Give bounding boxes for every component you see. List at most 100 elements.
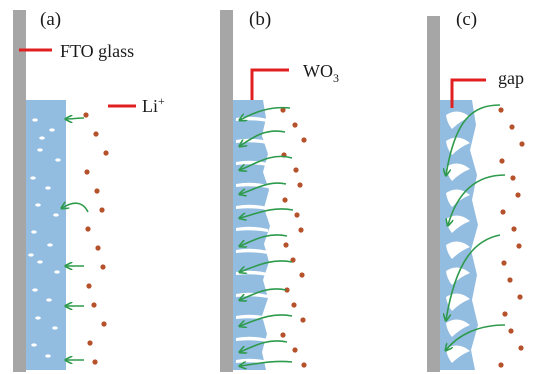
ion-arrows-b [240, 106, 294, 366]
ion-arrow [62, 203, 89, 213]
li-ion [300, 317, 306, 323]
li-ion [284, 287, 290, 293]
li-ion [301, 362, 307, 368]
panel-label-b: (b) [249, 9, 271, 30]
li-ion [100, 264, 106, 270]
pore [47, 243, 53, 247]
li-ion [499, 158, 505, 164]
pore [54, 270, 60, 274]
pore [53, 213, 59, 217]
pore [52, 326, 58, 330]
gap [446, 163, 470, 181]
li-ion [95, 245, 101, 251]
gap [446, 293, 470, 311]
li-ions-a [83, 112, 109, 365]
li-ion [94, 188, 100, 194]
pore [35, 203, 41, 207]
li-ion [85, 226, 91, 232]
gap [446, 241, 470, 259]
li-ion-label-base: Li [142, 96, 158, 116]
gap [446, 319, 470, 337]
li-ion [92, 359, 98, 365]
ion-arrow [446, 234, 501, 320]
li-ion [87, 340, 93, 346]
pore [32, 118, 38, 122]
gap [446, 111, 470, 129]
ion-arrow [240, 314, 293, 326]
li-ion [99, 207, 105, 213]
wo3-leader-line [250, 68, 289, 100]
li-ions-c [498, 107, 525, 368]
li-ion [294, 212, 300, 218]
panel-label-c: (c) [456, 9, 477, 30]
gap-label: gap [498, 68, 524, 88]
fto-glass-b [220, 10, 233, 372]
pore [28, 253, 34, 257]
ion-arrow [240, 360, 293, 366]
li-ion [498, 362, 504, 368]
pore [49, 128, 55, 132]
li-ion [517, 294, 523, 300]
panel-c: (c) gap [427, 9, 525, 372]
crack [236, 160, 268, 166]
li-ion [280, 332, 286, 338]
li-ion [101, 321, 107, 327]
li-ion [518, 345, 524, 351]
crack [236, 226, 268, 232]
li-ion [501, 260, 507, 266]
panel-b: (b) WO3 [220, 9, 339, 372]
li-ion [507, 277, 513, 283]
cracks-b [236, 116, 268, 364]
crack [236, 336, 268, 342]
fto-glass-a [13, 10, 26, 372]
ion-arrow [240, 340, 288, 352]
li-ion [93, 131, 99, 137]
ion-arrows-a [62, 118, 89, 360]
ion-arrow [240, 208, 294, 218]
pore [37, 260, 43, 264]
li-ion [297, 182, 303, 188]
pore [31, 343, 37, 347]
li-ion [293, 167, 299, 173]
fto-glass-c [427, 16, 440, 372]
li-ion [510, 175, 516, 181]
pore [37, 148, 43, 152]
wo3-label-base: WO [303, 61, 333, 81]
ion-arrow [240, 182, 287, 194]
panel-a: (a) FTO glass Li+ [13, 9, 165, 372]
li-ion [502, 311, 508, 317]
li-ion [500, 209, 506, 215]
ion-arrow [240, 106, 291, 120]
li-ion [280, 107, 286, 113]
li-ion [292, 347, 298, 353]
crack [236, 204, 268, 210]
ion-arrows-c [446, 104, 506, 350]
crack [236, 248, 268, 254]
panel-label-a: (a) [40, 9, 61, 30]
ion-arrow [240, 234, 288, 246]
li-ion [508, 328, 514, 334]
li-ion [299, 272, 305, 278]
pore [45, 186, 51, 190]
li-ion [511, 226, 517, 232]
li-ion-label: Li+ [142, 94, 165, 116]
pore [46, 298, 52, 302]
li-ion [91, 302, 97, 308]
ion-arrow [446, 324, 506, 350]
ion-arrow [240, 288, 287, 300]
li-ion [298, 227, 304, 233]
ion-arrow [448, 174, 506, 225]
li-ion [516, 243, 522, 249]
ion-arrow [66, 118, 85, 119]
li-ions-b [280, 107, 307, 368]
pore [45, 354, 51, 358]
gap-leader-line [450, 78, 486, 108]
wo3-film-a [26, 100, 66, 370]
ion-arrow [240, 155, 293, 170]
li-ion [291, 302, 297, 308]
li-ion [83, 112, 89, 118]
li-ion [282, 197, 288, 203]
li-ion [86, 283, 92, 289]
li-ion [498, 107, 504, 113]
